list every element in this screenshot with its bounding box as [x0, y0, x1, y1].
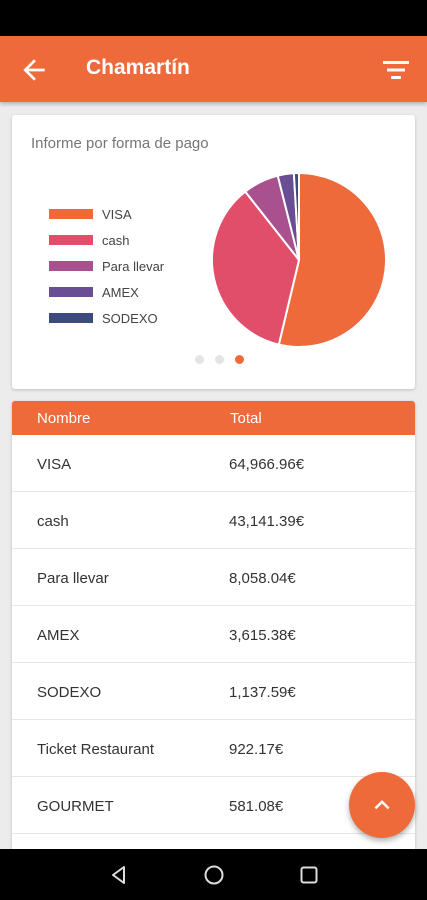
scroll-top-button[interactable] [349, 772, 415, 838]
legend-item: VISA [49, 201, 164, 227]
row-total: 922.17€ [229, 741, 284, 758]
table-row[interactable]: cash 43,141.39€ [12, 492, 415, 549]
arrow-left-icon[interactable] [18, 54, 50, 86]
column-header-total: Total [230, 410, 262, 427]
chevron-up-icon [374, 800, 390, 810]
table-row[interactable]: Para llevar 8,058.04€ [12, 549, 415, 606]
carousel-pager [12, 355, 415, 364]
pager-dot-2[interactable] [215, 355, 224, 364]
pie-slice-visa[interactable] [277, 171, 387, 348]
row-total: 64,966.96€ [229, 456, 305, 473]
table-header: Nombre Total [12, 401, 415, 435]
chart-legend: VISA cash Para llevar AMEX SODEXO [49, 201, 164, 331]
table-row[interactable]: AMEX 3,615.38€ [12, 606, 415, 663]
row-total: 43,141.39€ [229, 513, 305, 530]
legend-label: AMEX [102, 284, 139, 300]
status-bar [0, 0, 427, 36]
row-name: VISA [37, 456, 72, 473]
legend-label: Para llevar [102, 258, 165, 274]
row-name: Ticket Restaurant [37, 741, 154, 758]
legend-swatch [49, 209, 93, 219]
legend-swatch [49, 287, 93, 297]
pie-chart [211, 171, 387, 348]
nav-recents-icon[interactable] [298, 864, 320, 886]
legend-label: SODEXO [102, 310, 158, 326]
nav-back-icon[interactable] [108, 864, 130, 886]
nav-home-icon[interactable] [203, 864, 225, 886]
row-name: Para llevar [37, 570, 109, 587]
row-total: 8,058.04€ [229, 570, 296, 587]
row-name: AMEX [37, 627, 80, 644]
pager-dot-1[interactable] [195, 355, 204, 364]
legend-label: VISA [102, 206, 132, 222]
payment-table: Nombre Total VISA 64,966.96€ cash 43,141… [12, 401, 415, 861]
row-name: SODEXO [37, 684, 102, 701]
pager-dot-3[interactable] [235, 355, 244, 364]
legend-item: SODEXO [49, 305, 164, 331]
legend-swatch [49, 235, 93, 245]
row-total: 1,137.59€ [229, 684, 296, 701]
legend-item: Para llevar [49, 253, 164, 279]
system-nav-bar [0, 849, 427, 900]
pie-slice-cash[interactable] [211, 190, 301, 346]
chart-card: Informe por forma de pago VISA cash Para l… [12, 115, 415, 389]
legend-label: cash [102, 232, 130, 248]
table-row[interactable]: SODEXO 1,137.59€ [12, 663, 415, 720]
row-name: GOURMET [37, 798, 114, 815]
legend-item: AMEX [49, 279, 164, 305]
legend-swatch [49, 313, 93, 323]
table-row[interactable]: Ticket Restaurant 922.17€ [12, 720, 415, 777]
filter-icon[interactable] [381, 56, 411, 84]
table-row[interactable]: GOURMET 581.08€ [12, 777, 415, 834]
chart-title: Informe por forma de pago [31, 135, 209, 152]
legend-item: cash [49, 227, 164, 253]
row-total: 581.08€ [229, 798, 284, 815]
table-row[interactable]: VISA 64,966.96€ [12, 435, 415, 492]
app-bar: Chamartín [0, 36, 427, 102]
page-title: Chamartín [86, 56, 190, 79]
pie-slice-sodexo[interactable] [292, 171, 300, 261]
row-total: 3,615.38€ [229, 627, 296, 644]
column-header-nombre: Nombre [37, 410, 91, 427]
legend-swatch [49, 261, 93, 271]
row-name: cash [37, 513, 69, 530]
